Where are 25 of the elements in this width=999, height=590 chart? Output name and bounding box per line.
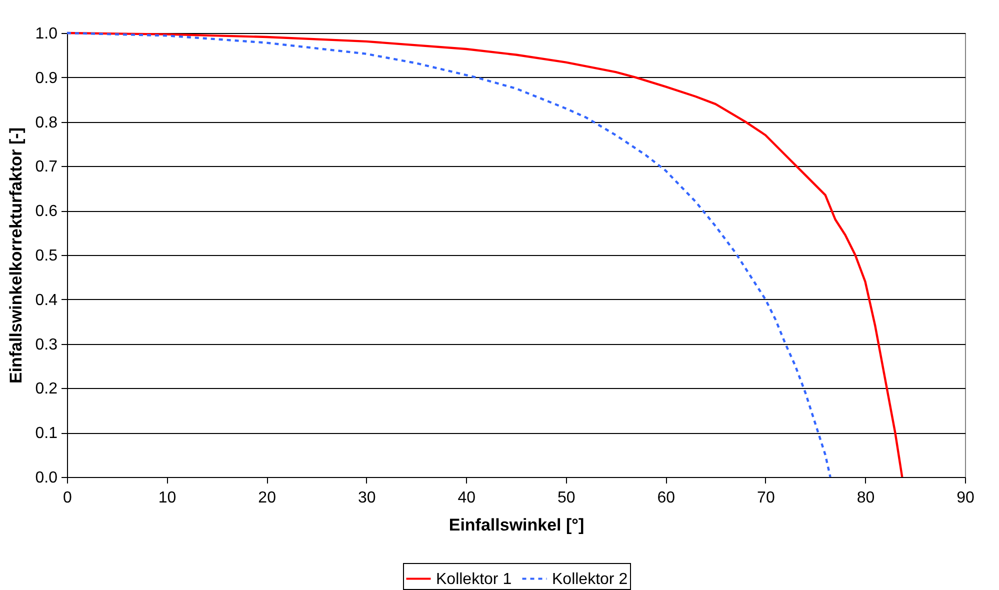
x-tick-label: 90 [956, 490, 974, 506]
legend-label: Kollektor 1 [436, 570, 512, 588]
x-axis-title: Einfallswinkel [°] [448, 516, 584, 534]
x-tick-label: 20 [258, 490, 276, 506]
y-tick-label: 0.3 [35, 336, 58, 354]
y-axis-title: Einfallswinkelkorrekturfaktor [-] [6, 127, 26, 384]
y-tick-label: 0.7 [35, 158, 58, 176]
x-tick-label: 0 [63, 490, 72, 506]
y-tick-label: 0.1 [35, 425, 58, 442]
legend-label: Kollektor 2 [552, 570, 628, 588]
y-tick-label: 0.6 [35, 203, 58, 220]
y-tick-label: 1.0 [35, 26, 58, 42]
y-tick-label: 0.0 [35, 470, 58, 486]
x-tick-label: 10 [158, 490, 176, 506]
y-tick-label: 0.4 [35, 292, 58, 309]
x-tick-label: 60 [657, 490, 676, 506]
x-tick-label: 80 [856, 490, 875, 506]
y-tick-label: 0.2 [35, 380, 58, 398]
x-tick-label: 30 [358, 490, 376, 506]
x-tick-label: 50 [557, 490, 576, 506]
x-tick-label: 70 [757, 490, 775, 506]
y-tick-label: 0.5 [35, 248, 58, 264]
y-tick-label: 0.8 [35, 114, 58, 132]
x-tick-label: 40 [458, 490, 476, 506]
y-tick-label: 0.9 [35, 70, 58, 87]
